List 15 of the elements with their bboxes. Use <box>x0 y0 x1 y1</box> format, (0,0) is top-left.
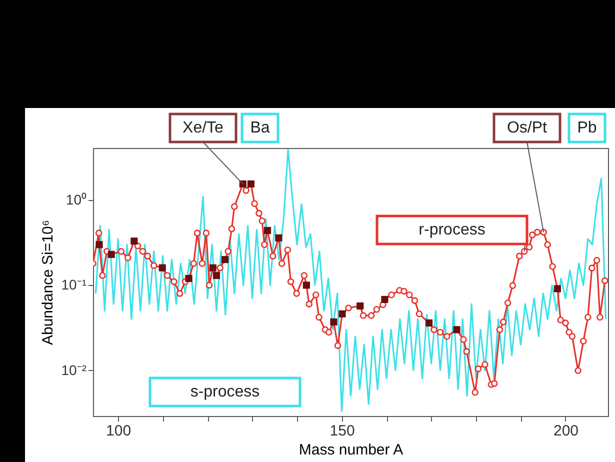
x-axis-title: Mass number A <box>298 442 404 458</box>
annotation: Xe/Te <box>182 120 224 136</box>
annotation: Os/Pt <box>506 120 548 136</box>
y-tick-label: 10⁻² <box>61 362 87 378</box>
x-tick-label: 100 <box>106 422 132 440</box>
x-tick-label: 200 <box>553 422 579 440</box>
text: Pb <box>577 120 597 136</box>
y-tick-label: 10⁻¹ <box>61 276 87 293</box>
text: r-process <box>418 222 486 238</box>
text: s-process <box>190 384 260 400</box>
y-axis-title: Abundance Si=10⁶ <box>39 220 56 346</box>
line-series <box>94 149 607 412</box>
y-tick-label: 10⁰ <box>66 192 86 208</box>
text: Ba <box>250 120 270 136</box>
x-tick-label: 150 <box>330 422 355 440</box>
